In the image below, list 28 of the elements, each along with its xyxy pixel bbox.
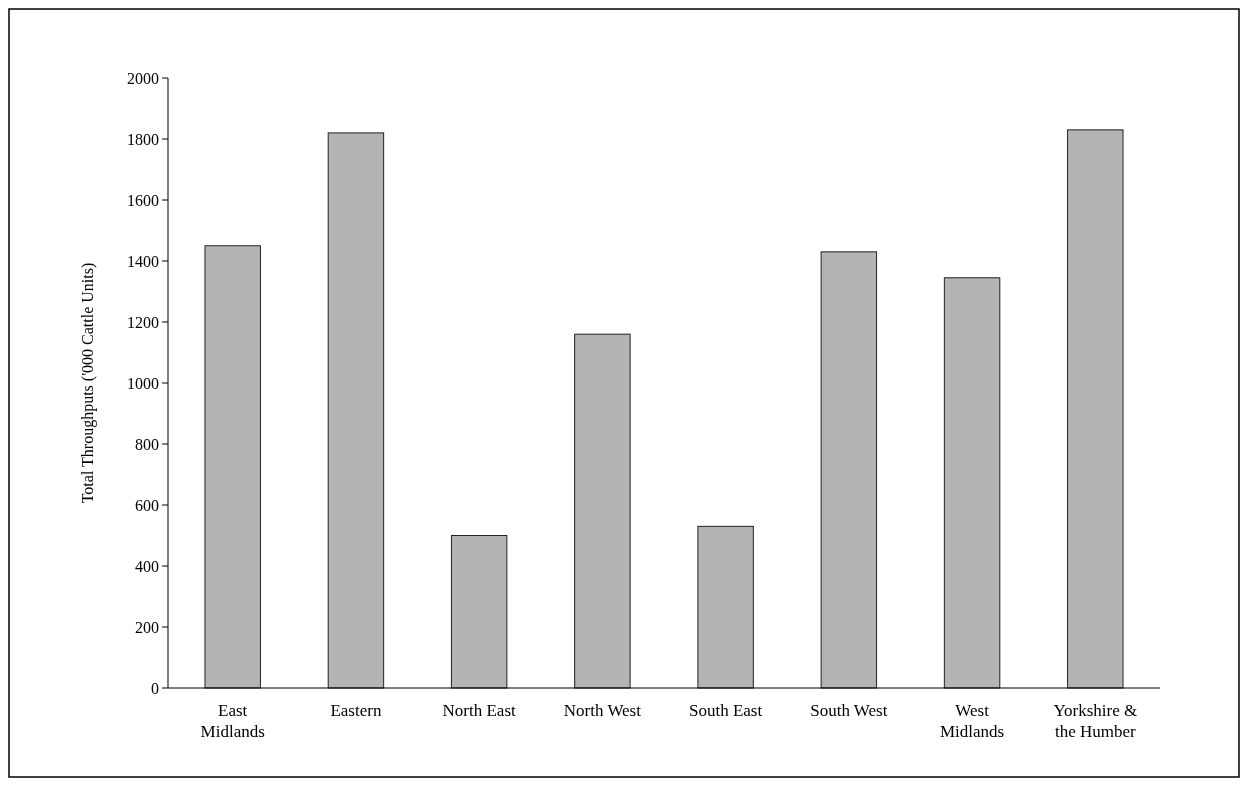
x-tick-label: South West: [810, 701, 888, 720]
y-tick-label: 2000: [127, 69, 159, 87]
y-tick-label: 800: [135, 435, 159, 453]
bar: [327, 132, 385, 689]
y-tick-label: 0: [151, 679, 159, 697]
bar: [697, 525, 754, 689]
bar: [204, 245, 261, 689]
x-tick-label: West Midlands: [939, 701, 1005, 741]
y-tick-label: 1200: [127, 313, 159, 331]
y-tick-label: 400: [135, 557, 159, 575]
bar: [450, 535, 508, 689]
y-tick-label: 200: [135, 618, 159, 636]
bar: [943, 277, 1001, 689]
x-tick-label: Eastern: [330, 701, 382, 720]
bar: [1067, 129, 1124, 689]
x-tick-label: South East: [689, 701, 763, 720]
y-axis-title: Total Throughputs ('000 Cattle Units): [79, 262, 97, 504]
bar: [820, 251, 878, 689]
y-tick-label: 600: [135, 496, 159, 514]
x-tick-label: North West: [563, 701, 642, 720]
y-tick-label: 1000: [127, 374, 159, 392]
y-tick-label: 1400: [127, 252, 159, 270]
x-tick-label: East Midlands: [200, 701, 265, 741]
y-tick-label: 1600: [127, 191, 159, 209]
x-tick-label: Yorkshire & the Humber: [1053, 701, 1138, 741]
y-tick-label: 1800: [127, 130, 159, 148]
x-tick-label: North East: [442, 701, 517, 720]
bar: [574, 333, 631, 689]
